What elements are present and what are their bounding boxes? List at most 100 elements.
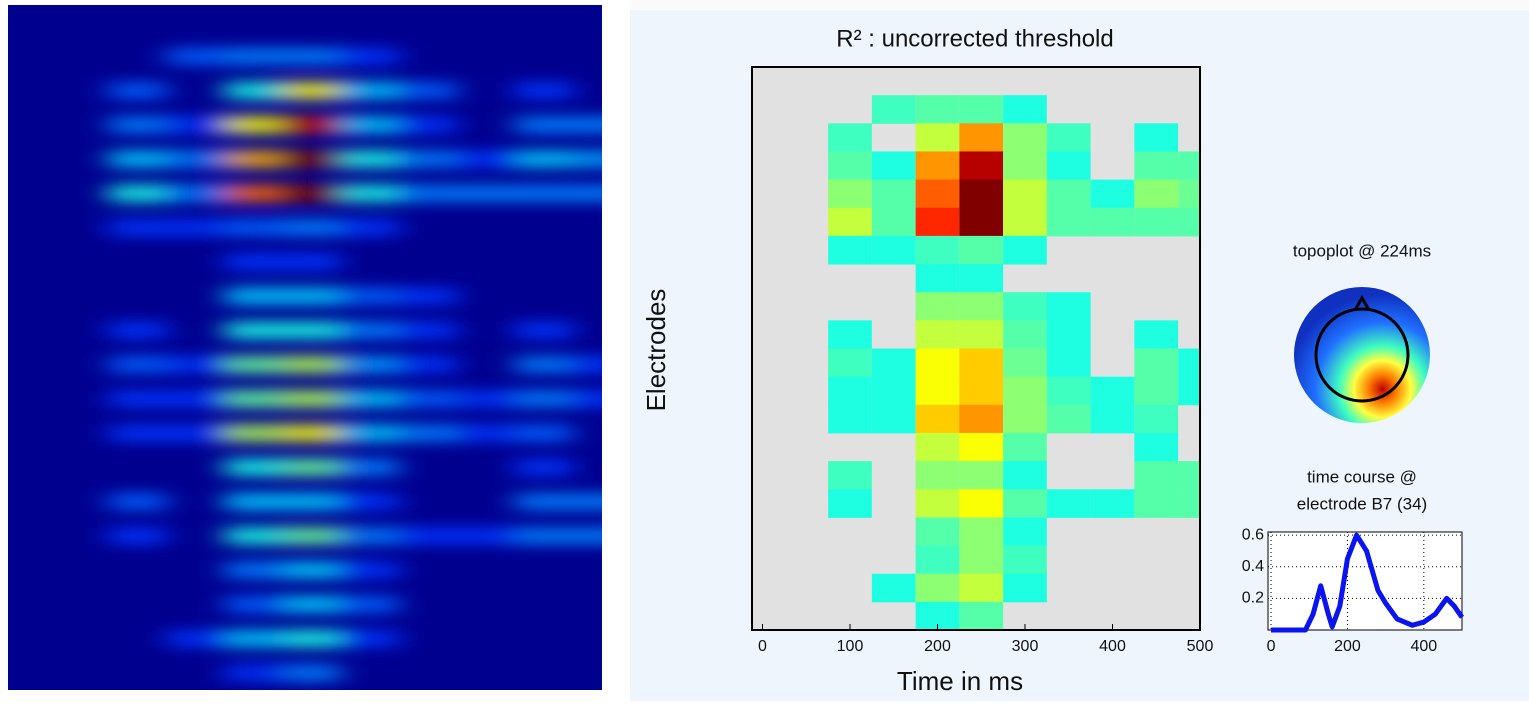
left-heatmap-cell <box>398 424 457 442</box>
left-heatmap-cell <box>282 493 341 511</box>
left-heatmap-cell <box>340 458 399 476</box>
left-heatmap-cell <box>456 150 515 168</box>
heatmap-cell <box>1046 292 1091 321</box>
chart-title: R² : uncorrected threshold <box>836 25 1113 52</box>
left-heatmap-cell <box>514 116 573 134</box>
heatmap-cell <box>828 489 872 518</box>
left-heatmap-cell <box>224 356 283 374</box>
heatmap-cell <box>1003 489 1047 518</box>
heatmap-cell <box>959 432 1004 462</box>
heatmap-cell <box>1178 207 1200 237</box>
heatmap-cell <box>959 517 1004 547</box>
left-heatmap-cell <box>514 356 573 374</box>
left-heatmap-cell <box>514 424 573 442</box>
left-heatmap-cell <box>282 595 341 613</box>
heatmap-cell <box>1003 573 1047 603</box>
left-heatmap-cell <box>514 390 573 408</box>
left-heatmap-cell <box>166 390 225 408</box>
left-heatmap-cell <box>282 458 341 476</box>
left-heatmap-cell <box>166 630 225 648</box>
heatmap-cell <box>871 235 916 265</box>
x-tick-label: 100 <box>837 638 864 655</box>
heatmap-cell <box>915 404 960 434</box>
left-heatmap-cell <box>514 458 573 476</box>
left-heatmap-cell <box>398 116 457 134</box>
left-heatmap-cell <box>456 424 515 442</box>
heatmap-cell <box>959 235 1004 265</box>
left-heatmap-cell <box>108 82 167 100</box>
left-heatmap-cell <box>282 219 341 237</box>
heatmap-cell <box>1003 95 1047 124</box>
left-heatmap-cell <box>108 356 167 374</box>
x-tick-label: 500 <box>1187 638 1214 655</box>
heatmap-cell <box>1090 179 1135 209</box>
left-heatmap-cell <box>282 184 341 202</box>
left-heatmap-cell <box>224 424 283 442</box>
heatmap-cell <box>828 348 872 378</box>
heatmap-cell <box>915 573 960 603</box>
heatmap-cell <box>1178 376 1200 406</box>
left-heatmap-cell <box>166 219 225 237</box>
heatmap-cell <box>1134 432 1179 462</box>
x-tick-label: 200 <box>924 638 951 655</box>
left-heatmap-cell <box>572 150 602 168</box>
left-heatmap-cell <box>108 424 167 442</box>
heatmap-cell <box>828 461 872 490</box>
left-heatmap-cell <box>340 150 399 168</box>
left-heatmap-cell <box>166 150 225 168</box>
heatmap-cell <box>1134 207 1179 237</box>
left-heatmap-cell <box>224 116 283 134</box>
left-heatmap-cell <box>398 287 457 305</box>
left-heatmap-cell <box>166 184 225 202</box>
main-heatmap <box>828 95 1200 630</box>
heatmap-cell <box>1134 179 1179 209</box>
heatmap-cell <box>959 489 1004 518</box>
heatmap-cell <box>1003 404 1047 434</box>
heatmap-cell <box>1134 404 1179 434</box>
heatmap-cell <box>828 179 872 209</box>
left-heatmap-cell <box>224 253 283 271</box>
left-heatmap-cell <box>340 390 399 408</box>
heatmap-cell <box>915 348 960 378</box>
x-tick-label: 300 <box>1012 638 1039 655</box>
y-axis-label: Electrodes <box>641 289 671 412</box>
x-axis-label: Time in ms <box>897 666 1023 696</box>
x-tick-label: 0 <box>1267 638 1276 655</box>
heatmap-cell <box>1178 461 1200 490</box>
heatmap-cell <box>915 151 960 181</box>
left-heatmap-cell <box>340 116 399 134</box>
left-heatmap-cell <box>282 356 341 374</box>
heatmap-cell <box>1046 320 1091 349</box>
heatmap-cell <box>1003 292 1047 321</box>
left-heatmap-cell <box>282 116 341 134</box>
left-heatmap-cell <box>398 82 457 100</box>
left-heatmap-cell <box>514 82 573 100</box>
heatmap-cell <box>871 348 916 378</box>
left-heatmap-cell <box>340 493 399 511</box>
data-line <box>1271 532 1465 633</box>
y-tick-label: 0.4 <box>1242 558 1264 575</box>
heatmap-cell <box>959 601 1004 630</box>
heatmap-cell <box>871 151 916 181</box>
line-title: electrode B7 (34) <box>1297 494 1427 513</box>
left-heatmap-cell <box>282 47 341 65</box>
heatmap-cell <box>915 545 960 575</box>
left-heatmap-cell <box>456 527 515 545</box>
heatmap-cell <box>915 207 960 237</box>
left-heatmap-cell <box>340 82 399 100</box>
left-heatmap-cell <box>224 390 283 408</box>
heatmap-cell <box>959 348 1004 378</box>
heatmap-cell <box>1134 151 1179 181</box>
left-panel <box>8 5 602 690</box>
heatmap-cell <box>1090 404 1135 434</box>
heatmap-cell <box>915 123 960 152</box>
left-heatmap-cell <box>224 219 283 237</box>
left-heatmap-cell <box>224 82 283 100</box>
heatmap-cell <box>1134 489 1179 518</box>
y-tick-label: 0.6 <box>1242 526 1264 543</box>
heatmap-cell <box>1003 179 1047 209</box>
heatmap-cell <box>1090 207 1135 237</box>
heatmap-cell <box>959 461 1004 490</box>
left-heatmap-cell <box>514 493 573 511</box>
heatmap-cell <box>1003 517 1047 547</box>
